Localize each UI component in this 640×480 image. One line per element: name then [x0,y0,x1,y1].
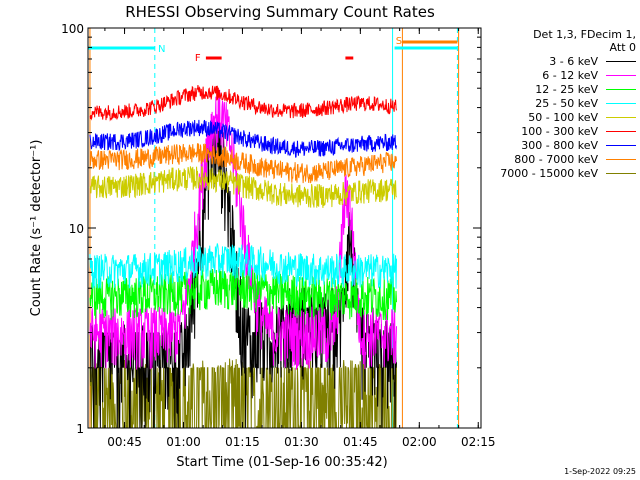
series-3-6-kev-line [89,117,397,428]
legend-item-label: 6 - 12 keV [542,68,598,82]
legend-swatch [606,172,636,174]
footer-date: 1-Sep-2022 09:25 [564,467,636,476]
legend-swatch [606,130,636,132]
legend-swatch [606,88,636,90]
x-tick-label: 01:45 [343,435,378,449]
legend-item: 100 - 300 keV [478,124,636,138]
night-flag-label: N [158,44,165,55]
legend-item-label: 50 - 100 keV [528,110,598,124]
chart-title: RHESSI Observing Summary Count Rates [125,3,435,21]
x-tick-label: 01:15 [225,435,260,449]
legend-swatch [606,144,636,146]
legend-item-label: 100 - 300 keV [521,124,598,138]
x-axis-label: Start Time (01-Sep-16 00:35:42) [176,455,387,470]
legend-swatch [606,102,636,104]
axis-ticks: 00:45 01:00 01:15 01:30 01:45 02:00 02:15 1 10 10… [61,22,495,449]
legend-item-label: 800 - 7000 keV [514,152,598,166]
legend-swatch [606,116,636,118]
legend-title-line-1: Det 1,3, FDecim 1, [533,28,636,41]
series-50-100-kev-line [89,165,397,208]
legend-item-label: 3 - 6 keV [549,54,598,68]
legend-item: 6 - 12 keV [478,68,636,82]
flare-flag-label: F [195,53,201,64]
legend-swatch [606,158,636,160]
legend-swatch [606,74,636,76]
series-100-300-kev-line [89,84,397,122]
series-12-25-kev-line [89,267,397,321]
series-25-50-kev-line [89,243,397,289]
x-tick-label: 00:45 [107,435,142,449]
x-tick-label: 01:30 [284,435,319,449]
legend-item: 25 - 50 keV [478,96,636,110]
legend-item: 300 - 800 keV [478,138,636,152]
saa-flag-label: S [396,36,402,47]
series-800-7000-kev-line [89,143,397,184]
legend-title-line-2: Att 0 [609,41,636,54]
legend: Det 1,3, FDecim 1, Att 0 3 - 6 keV 6 - 12… [478,28,636,180]
y-tick-label: 1 [76,422,84,436]
legend-item: 7000 - 15000 keV [478,166,636,180]
legend-item-label: 25 - 50 keV [535,96,598,110]
legend-item: 800 - 7000 keV [478,152,636,166]
series-300-800-kev-line [89,119,397,158]
y-tick-label: 100 [61,22,84,36]
legend-swatch [606,60,636,62]
legend-item-label: 7000 - 15000 keV [500,166,598,180]
legend-item-label: 12 - 25 keV [535,82,598,96]
plot-area: N F S [88,28,460,428]
x-tick-label: 01:00 [166,435,201,449]
legend-item-label: 300 - 800 keV [521,138,598,152]
y-axis-label: Count Rate (s⁻¹ detector⁻¹) [29,140,44,317]
legend-item: 12 - 25 keV [478,82,636,96]
x-tick-label: 02:15 [461,435,496,449]
x-tick-label: 02:00 [402,435,437,449]
y-tick-label: 10 [69,222,84,236]
legend-item: 3 - 6 keV [478,54,636,68]
legend-item: 50 - 100 keV [478,110,636,124]
